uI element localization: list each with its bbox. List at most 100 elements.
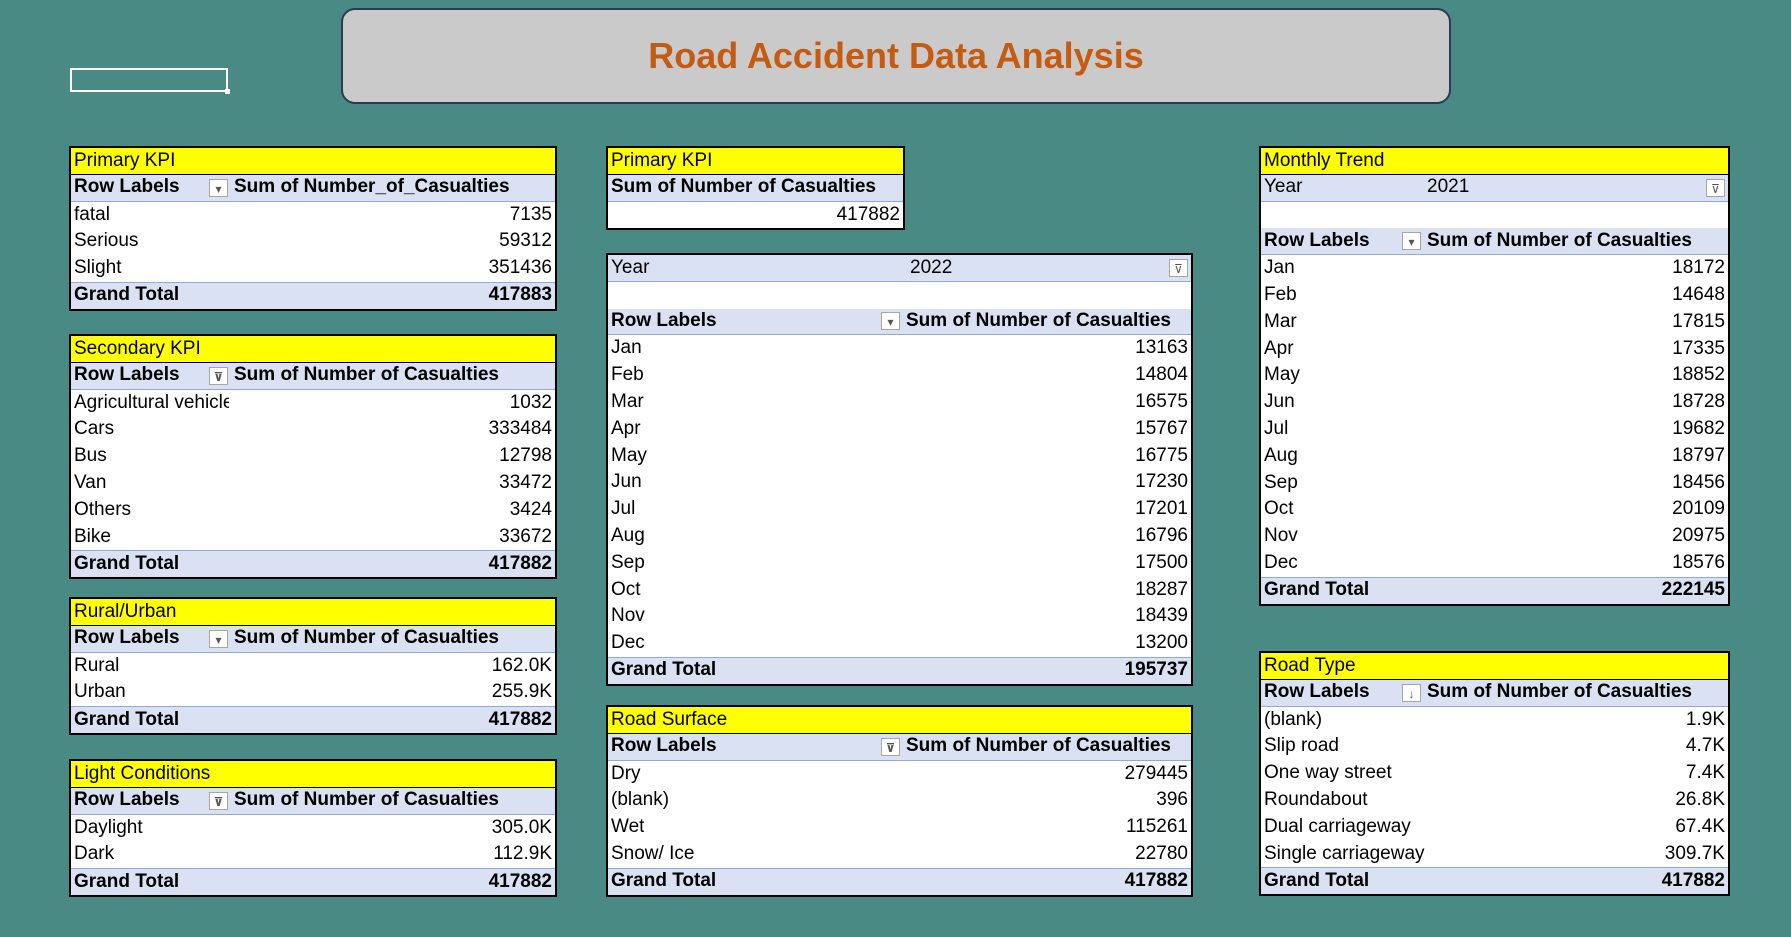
row-label: One way street [1264, 762, 1392, 784]
pivot-secondary-kpi[interactable]: Secondary KPI Row Labels ⊽ Sum of Number … [69, 334, 557, 580]
filter-active-icon[interactable]: ⊽ [209, 791, 228, 810]
pivot-row[interactable]: Mar 17815 [1261, 309, 1728, 336]
pivot-title: Primary KPI [71, 148, 555, 175]
pivot-header-row: Row Labels ⊽ Sum of Number of Casualties [608, 733, 1191, 761]
pivot-row[interactable]: Wet 115261 [608, 814, 1191, 841]
pivot-row[interactable]: Aug 16796 [608, 523, 1191, 550]
pivot-row[interactable]: Jan 13163 [608, 335, 1191, 362]
filter-active-icon[interactable]: ⊽ [209, 366, 228, 385]
filter-active-icon[interactable]: ⊽ [1169, 258, 1188, 277]
pivot-title: Road Surface [608, 707, 1191, 734]
fill-handle[interactable] [225, 89, 230, 94]
row-value: 1.9K [1685, 708, 1725, 730]
selected-cell[interactable] [70, 68, 230, 94]
pivot-row[interactable]: Serious 59312 [71, 228, 555, 255]
row-value: 20975 [1672, 525, 1725, 547]
pivot-row[interactable]: Oct 18287 [608, 577, 1191, 604]
row-value: 20109 [1672, 498, 1725, 520]
pivot-row[interactable]: Slip road 4.7K [1261, 733, 1728, 760]
pivot-title: Primary KPI [608, 148, 903, 175]
pivot-row[interactable]: Jan 18172 [1261, 255, 1728, 282]
row-value: 3424 [509, 498, 552, 520]
pivot-row[interactable]: Agricultural vehicle 1032 [71, 390, 555, 417]
dropdown-filter-icon[interactable]: ▾ [1402, 232, 1421, 251]
pivot-row[interactable]: Jul 17201 [608, 496, 1191, 523]
pivot-row[interactable]: Dual carriageway 67.4K [1261, 814, 1728, 841]
pivot-row[interactable]: Nov 18439 [608, 603, 1191, 630]
pivot-row[interactable]: Dec 18576 [1261, 550, 1728, 577]
row-label: Daylight [74, 816, 143, 838]
pivot-row[interactable]: Slight 351436 [71, 255, 555, 282]
pivot-row[interactable]: Feb 14648 [1261, 282, 1728, 309]
pivot-row[interactable]: Dark 112.9K [71, 841, 555, 868]
row-value: 13200 [1135, 632, 1188, 654]
pivot-year-2022[interactable]: Year 2022 ⊽ Row Labels ▾ Sum of Number of… [606, 253, 1193, 686]
row-value: 14648 [1672, 283, 1725, 305]
pivot-light-conditions[interactable]: Light Conditions Row Labels ⊽ Sum of Numb… [69, 759, 557, 897]
pivot-road-type[interactable]: Road Type Row Labels ↓ Sum of Number of C… [1259, 651, 1730, 897]
pivot-rural-urban[interactable]: Rural/Urban Row Labels ▾ Sum of Number of… [69, 597, 557, 735]
pivot-header-row: Row Labels ▾ Sum of Number of Casualties [608, 308, 1191, 336]
pivot-monthly-trend[interactable]: Monthly Trend Year 2021 ⊽ Row Labels ▾ Su… [1259, 146, 1730, 606]
row-value: 396 [1156, 789, 1188, 811]
pivot-row[interactable]: (blank) 396 [608, 787, 1191, 814]
row-label: Van [74, 471, 107, 493]
pivot-road-surface[interactable]: Road Surface Row Labels ⊽ Sum of Number o… [606, 705, 1193, 897]
pivot-row[interactable]: Roundabout 26.8K [1261, 787, 1728, 814]
row-label: May [611, 444, 647, 466]
filter-active-icon[interactable]: ⊽ [881, 737, 900, 756]
grand-total-row: Grand Total 222145 [1261, 576, 1728, 604]
dropdown-filter-icon[interactable]: ▾ [209, 178, 228, 197]
pivot-row[interactable]: Single carriageway 309.7K [1261, 841, 1728, 868]
pivot-row[interactable]: Mar 16575 [608, 389, 1191, 416]
pivot-row[interactable]: Dec 13200 [608, 630, 1191, 657]
pivot-primary-kpi[interactable]: Primary KPI Row Labels ▾ Sum of Number_of… [69, 146, 557, 311]
row-label: Agricultural vehicle [74, 391, 229, 413]
row-value: 1032 [509, 391, 552, 413]
pivot-header-row: Row Labels ⊽ Sum of Number of Casualties [71, 787, 555, 815]
pivot-row[interactable]: Bike 33672 [71, 524, 555, 551]
pivot-body: Jan 18172 Feb 14648 Mar 17815 Apr 17335 May 18852… [1261, 255, 1728, 577]
pivot-row[interactable]: Sep 17500 [608, 550, 1191, 577]
row-value: 18172 [1672, 257, 1725, 279]
pivot-row[interactable]: One way street 7.4K [1261, 760, 1728, 787]
filter-active-icon[interactable]: ⊽ [1706, 178, 1725, 197]
row-label: Jun [1264, 391, 1295, 413]
pivot-row[interactable]: Oct 20109 [1261, 496, 1728, 523]
pivot-row[interactable]: Aug 18797 [1261, 443, 1728, 470]
row-label: Nov [611, 605, 645, 627]
pivot-row[interactable]: Jun 18728 [1261, 389, 1728, 416]
pivot-row[interactable]: Bus 12798 [71, 443, 555, 470]
pivot-row[interactable]: Feb 14804 [608, 362, 1191, 389]
pivot-row[interactable]: Others 3424 [71, 497, 555, 524]
pivot-row[interactable]: May 18852 [1261, 362, 1728, 389]
pivot-title: Road Type [1261, 653, 1728, 680]
pivot-row[interactable]: fatal 7135 [71, 202, 555, 229]
pivot-row[interactable]: Dry 279445 [608, 761, 1191, 788]
pivot-row[interactable]: Jun 17230 [608, 469, 1191, 496]
row-label: Others [74, 498, 132, 520]
pivot-body: Jan 13163 Feb 14804 Mar 16575 Apr 15767 May 16775… [608, 335, 1191, 657]
dropdown-filter-icon[interactable]: ▾ [881, 312, 900, 331]
pivot-row[interactable]: (blank) 1.9K [1261, 707, 1728, 734]
pivot-body: Daylight 305.0K Dark 112.9K [71, 815, 555, 869]
row-value: 13163 [1135, 337, 1188, 359]
pivot-row[interactable]: Daylight 305.0K [71, 815, 555, 842]
pivot-row[interactable]: Apr 17335 [1261, 336, 1728, 363]
pivot-row[interactable]: Urban 255.9K [71, 679, 555, 706]
pivot-row[interactable]: Sep 18456 [1261, 470, 1728, 497]
row-value: 7135 [509, 203, 552, 225]
pivot-row[interactable]: Snow/ Ice 22780 [608, 841, 1191, 868]
pivot-primary-kpi-total[interactable]: Primary KPI Sum of Number of Casualties … [606, 146, 905, 231]
pivot-row[interactable]: Apr 15767 [608, 416, 1191, 443]
pivot-row[interactable]: Van 33472 [71, 470, 555, 497]
row-label: Jan [1264, 257, 1295, 279]
pivot-header-row: Row Labels ▾ Sum of Number of Casualties [1261, 228, 1728, 256]
pivot-row[interactable]: Cars 333484 [71, 416, 555, 443]
pivot-row[interactable]: Nov 20975 [1261, 523, 1728, 550]
pivot-row[interactable]: Jul 19682 [1261, 416, 1728, 443]
dropdown-filter-icon[interactable]: ▾ [209, 629, 228, 648]
pivot-row[interactable]: Rural 162.0K [71, 653, 555, 680]
pivot-row[interactable]: May 16775 [608, 443, 1191, 470]
sort-desc-icon[interactable]: ↓ [1402, 683, 1421, 702]
